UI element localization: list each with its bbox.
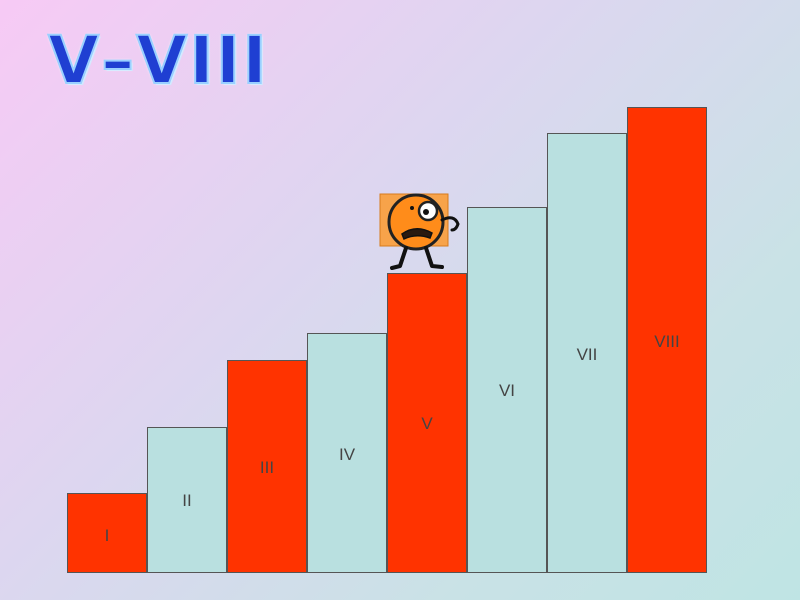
- step-1: I: [67, 493, 147, 573]
- step-5: V: [387, 273, 467, 573]
- step-label-3: III: [259, 458, 275, 477]
- step-label-8: VIII: [654, 332, 680, 351]
- step-label-2: II: [182, 491, 192, 510]
- step-label-1: I: [104, 526, 110, 545]
- step-2: II: [147, 427, 227, 573]
- step-label-4: IV: [338, 445, 356, 464]
- step-label-7: VII: [576, 345, 598, 364]
- page-title: V–VIII: [47, 22, 269, 99]
- step-8: VIII: [627, 107, 707, 573]
- step-3: III: [227, 360, 307, 573]
- step-label-5: V: [421, 414, 433, 433]
- orange-ball-character-icon: [376, 190, 466, 272]
- step-4: IV: [307, 333, 387, 573]
- step-7: VII: [547, 133, 627, 573]
- step-label-6: VI: [498, 381, 516, 400]
- step-6: VI: [467, 207, 547, 573]
